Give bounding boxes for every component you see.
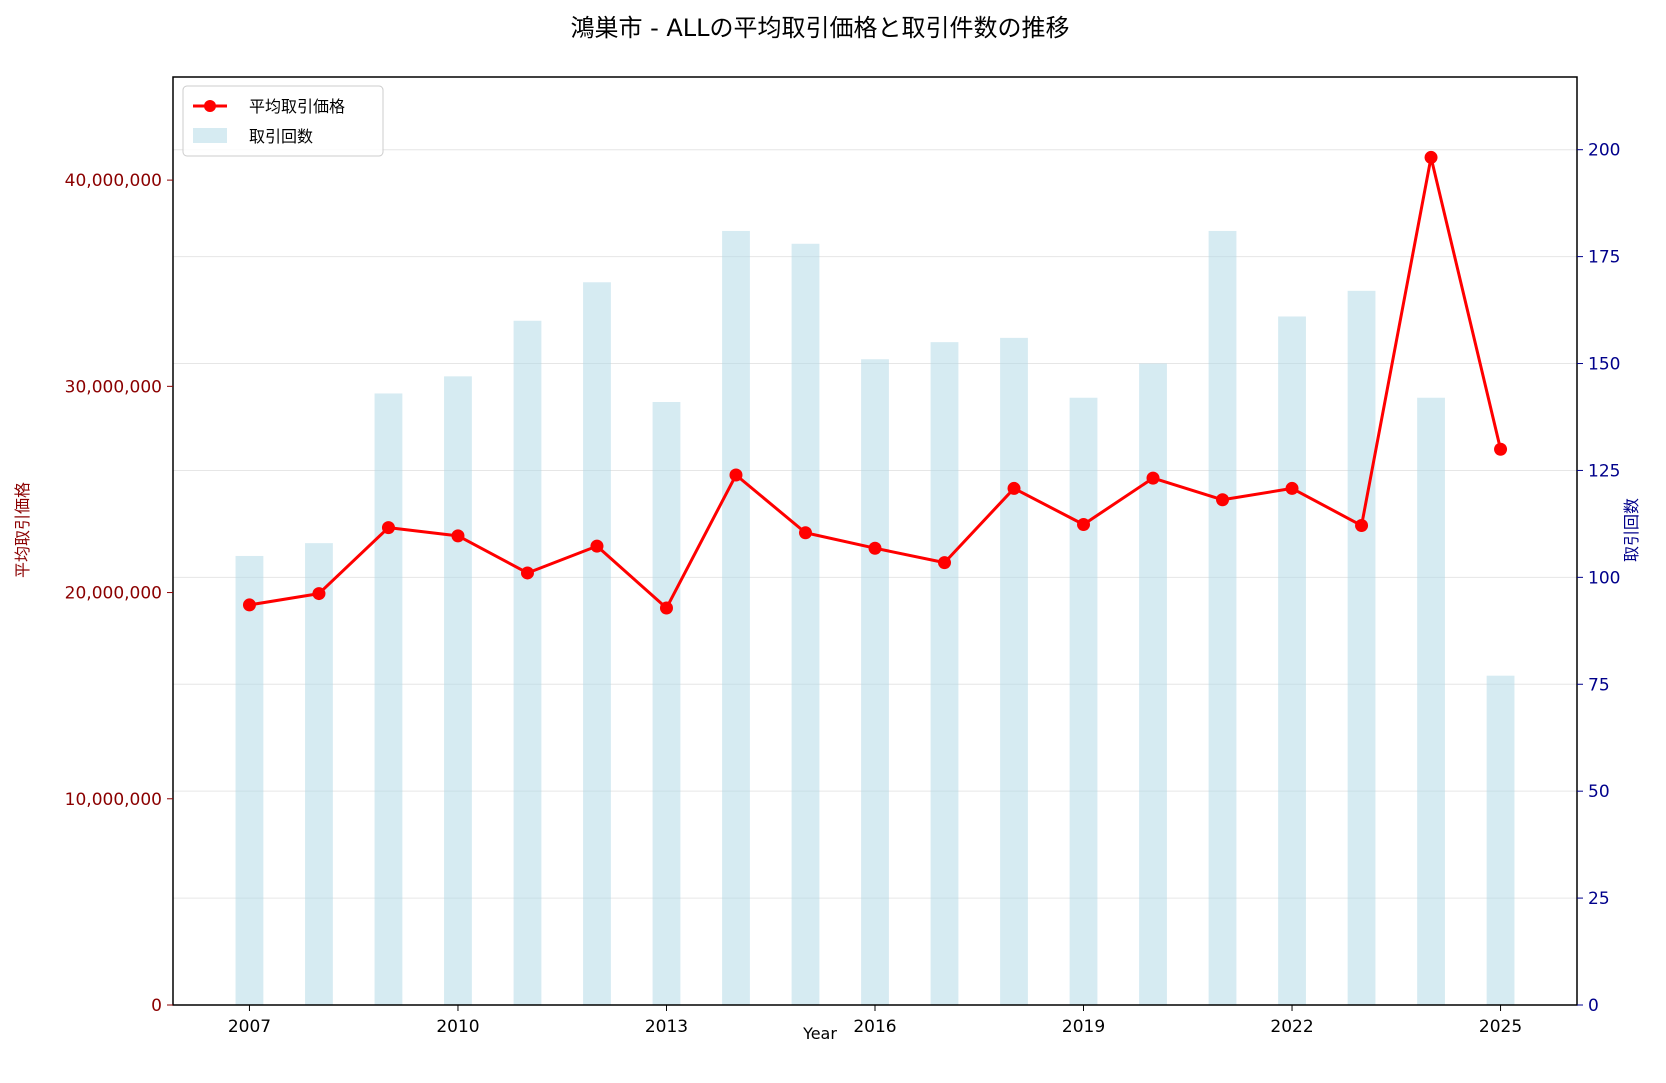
- chart-title: 鴻巣市 - ALLの平均取引価格と取引件数の推移: [570, 14, 1069, 42]
- legend: 平均取引価格 取引回数: [182, 85, 384, 157]
- legend-label-price: 平均取引価格: [249, 97, 345, 116]
- price-point-2016: [868, 541, 882, 555]
- left-y-tick-label: 40,000,000: [65, 171, 162, 191]
- bar-count-2025: [1486, 675, 1515, 1005]
- right-y-axis-label: 取引回数: [1622, 498, 1641, 562]
- line-series-price: [242, 150, 1508, 615]
- bar-count-2018: [1000, 337, 1028, 1006]
- bar-count-2010: [444, 376, 472, 1005]
- price-point-2007: [242, 598, 256, 612]
- right-y-tick-label: 125: [1588, 461, 1620, 481]
- x-tick-label: 2016: [853, 1017, 896, 1037]
- bar-series-count: [235, 230, 1515, 1006]
- bar-count-2007: [235, 555, 264, 1005]
- price-point-2020: [1146, 471, 1160, 485]
- price-point-2015: [798, 526, 812, 540]
- price-point-2022: [1285, 481, 1299, 495]
- price-point-2025: [1494, 442, 1508, 456]
- x-tick-label: 2007: [228, 1017, 271, 1037]
- bar-count-2009: [374, 393, 403, 1005]
- left-y-tick-label: 10,000,000: [65, 790, 162, 810]
- right-y-tick-label: 0: [1588, 996, 1599, 1016]
- price-point-2019: [1077, 518, 1091, 532]
- bar-count-2020: [1139, 363, 1167, 1005]
- price-point-2024: [1424, 150, 1438, 164]
- bar-count-2011: [513, 320, 542, 1005]
- left-y-tick-label: 30,000,000: [65, 377, 162, 397]
- x-tick-label: 2025: [1479, 1017, 1522, 1037]
- bar-count-2017: [930, 342, 959, 1006]
- right-y-tick-label: 175: [1588, 248, 1620, 268]
- left-y-tick-label: 0: [151, 996, 162, 1016]
- legend-bar-swatch: [193, 128, 227, 143]
- price-point-2013: [659, 601, 673, 615]
- legend-frame: [182, 85, 384, 157]
- bar-count-2022: [1278, 316, 1306, 1005]
- price-point-2011: [520, 566, 534, 580]
- bar-count-2021: [1208, 230, 1237, 1005]
- x-tick-label: 2019: [1062, 1017, 1105, 1037]
- price-point-2012: [590, 539, 604, 553]
- legend-label-count: 取引回数: [249, 127, 313, 146]
- right-y-tick-label: 50: [1588, 782, 1610, 802]
- right-y-tick-label: 100: [1588, 568, 1620, 588]
- x-tick-label: 2022: [1270, 1017, 1313, 1037]
- price-point-2023: [1355, 519, 1369, 533]
- bar-count-2019: [1069, 397, 1098, 1006]
- right-y-tick-label: 150: [1588, 355, 1620, 375]
- price-point-2009: [381, 521, 395, 535]
- price-point-2010: [451, 529, 465, 543]
- price-point-2018: [1007, 481, 1021, 495]
- price-point-2014: [729, 468, 743, 482]
- legend-line-marker: [204, 100, 216, 112]
- price-point-2008: [312, 587, 326, 601]
- price-point-2017: [938, 556, 952, 570]
- right-y-tick-label: 75: [1588, 675, 1610, 695]
- x-tick-label: 2013: [645, 1017, 688, 1037]
- bar-count-2015: [791, 243, 820, 1005]
- price-point-2021: [1216, 493, 1230, 507]
- bar-count-2013: [652, 402, 681, 1006]
- bar-count-2016: [861, 359, 889, 1005]
- bar-count-2008: [305, 543, 333, 1005]
- x-tick-label: 2010: [436, 1017, 479, 1037]
- bar-count-2014: [722, 230, 750, 1005]
- left-y-axis-label: 平均取引価格: [13, 482, 32, 578]
- bar-count-2023: [1347, 290, 1376, 1005]
- axes: 2007 2010 2013 2016 2019 2022 2025 0 10,000,000 2…: [65, 76, 1620, 1037]
- right-y-tick-label: 200: [1588, 141, 1620, 161]
- x-axis-label: Year: [802, 1024, 837, 1043]
- left-y-tick-label: 20,000,000: [65, 584, 162, 604]
- bar-count-2024: [1417, 397, 1445, 1006]
- right-y-tick-label: 25: [1588, 889, 1610, 909]
- bar-count-2012: [583, 282, 611, 1006]
